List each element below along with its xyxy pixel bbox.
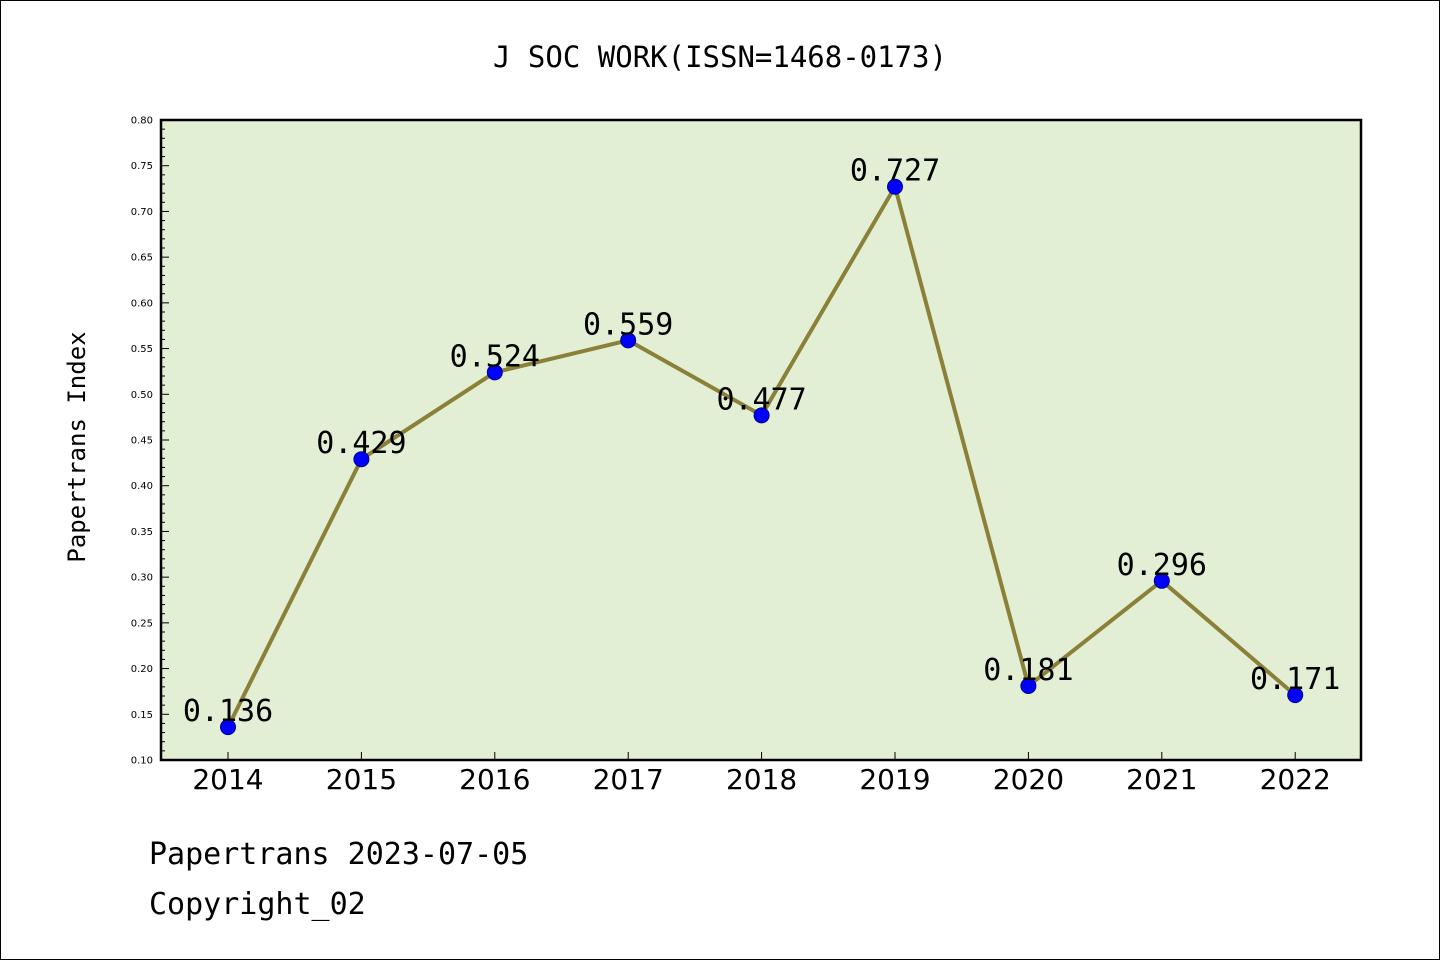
data-point: [620, 332, 637, 349]
chart-title: J SOC WORK(ISSN=1468-0173): [493, 40, 947, 74]
data-point: [353, 451, 370, 468]
data-label: 0.296: [1117, 548, 1207, 583]
y-tick-label: 0.25: [131, 618, 153, 629]
x-tick-label: 2022: [1260, 763, 1331, 796]
y-tick-label: 0.80: [131, 116, 153, 127]
data-point: [1020, 677, 1037, 694]
y-tick-label: 0.65: [131, 253, 153, 264]
y-tick-label: 0.45: [131, 436, 153, 447]
y-tick-label: 0.15: [131, 710, 153, 721]
x-tick-label: 2021: [1126, 763, 1197, 796]
y-axis-label: Papertrans Index: [63, 331, 91, 562]
data-point: [220, 719, 236, 736]
data-point: [486, 364, 503, 381]
y-tick-label: 0.10: [131, 756, 153, 767]
x-tick-label: 2014: [192, 763, 263, 796]
data-label: 0.136: [183, 694, 273, 729]
x-tick-label: 2020: [993, 763, 1064, 796]
y-tick-label: 0.30: [131, 573, 153, 584]
y-tick-label: 0.20: [131, 664, 153, 675]
plot-border: [159, 118, 1363, 762]
data-label: 0.524: [450, 339, 540, 374]
y-tick-label: 0.55: [131, 344, 153, 355]
plot-area: [161, 120, 1361, 760]
y-tick-label: 0.40: [131, 481, 153, 492]
y-tick-label: 0.70: [131, 207, 153, 218]
data-label: 0.559: [583, 307, 673, 342]
y-tick-label: 0.50: [131, 390, 153, 401]
y-axis-ticks: 0.10 0.15 0.20 0.25 0.30 0.35 0.40 0.45 0.50 0.55…: [131, 116, 169, 767]
data-point: [1153, 572, 1170, 589]
x-tick-label: 2015: [326, 763, 397, 796]
x-tick-label: 2018: [726, 763, 797, 796]
data-label: 0.429: [316, 426, 406, 461]
x-tick-label: 2017: [593, 763, 664, 796]
data-point: [887, 178, 903, 195]
data-label: 0.477: [716, 382, 806, 417]
y-tick-label: 0.75: [131, 161, 153, 172]
x-tick-label: 2016: [459, 763, 530, 796]
data-series: 0.136 0.429 0.524 0.559 0.477 0.727 0.181 0.296…: [183, 154, 1340, 736]
data-label: 0.181: [983, 653, 1073, 688]
footer-date: Papertrans 2023-07-05: [149, 837, 528, 872]
x-axis-ticks: 2014 2015 2016 2017 2018 2019 2020 2021 2022: [192, 752, 1331, 796]
data-label: 0.171: [1250, 662, 1340, 697]
data-point: [753, 407, 770, 424]
y-tick-label: 0.35: [131, 527, 153, 538]
x-tick-label: 2019: [859, 763, 930, 796]
data-point: [1287, 687, 1304, 704]
y-tick-label: 0.60: [131, 298, 153, 309]
footer-copyright: Copyright_02: [149, 887, 366, 922]
data-label: 0.727: [850, 154, 940, 189]
